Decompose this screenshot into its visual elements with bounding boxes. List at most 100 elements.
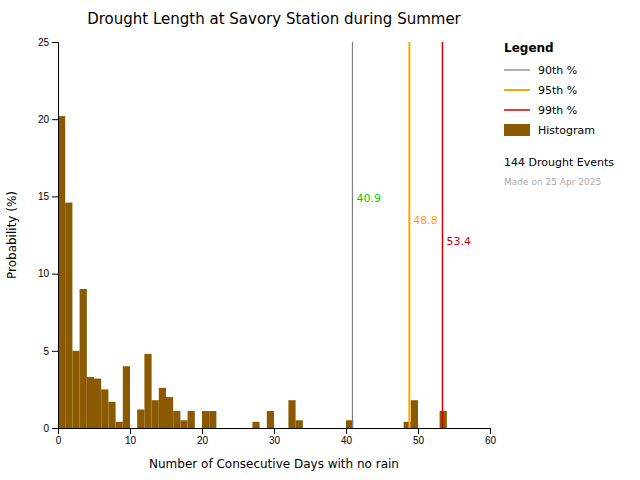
bar [454,428,461,429]
bar [252,422,259,428]
bar [360,428,367,429]
tick-label: 0 [43,423,49,434]
title: Drought Length at Savory Station during … [87,10,461,28]
tick-mark [202,428,203,434]
bar [173,411,180,428]
bar [231,428,238,429]
marks [58,42,447,428]
bar [288,400,295,428]
bar [144,354,151,428]
reference-labels: 40.9 48.8 53.4 [356,192,471,248]
bar [339,428,346,429]
reference-line [408,42,410,428]
bar [274,428,281,429]
bar [65,203,72,428]
tick: 30 [269,428,281,446]
reference-line [352,42,353,428]
bar [159,388,166,428]
legend-label: 95th % [538,84,577,97]
bar [375,428,382,429]
bar [188,411,195,428]
bar [310,428,317,429]
tick-mark [52,196,58,197]
reference-lines [352,42,442,428]
bar [324,428,331,429]
bar [87,377,94,428]
bar [267,411,274,428]
bar [411,400,418,428]
bar [468,428,475,429]
bar [101,389,108,428]
tick-mark [490,428,491,434]
tick: 40 [341,428,353,446]
tick-label: 5 [43,346,49,357]
annotation: 144 Drought Events [504,156,614,169]
tick-label: 10 [125,435,137,446]
bar [317,428,324,429]
legend-swatch [504,89,530,91]
tick-label: 10 [38,268,50,279]
reference-label: 53.4 [446,235,471,248]
tick-label: 50 [413,435,425,446]
bar [166,397,173,428]
legend-swatch [504,124,530,136]
annotation: Made on 25 Apr 2025 [504,177,601,187]
legend-item: 95th % [504,84,577,97]
bar [483,428,490,429]
tick-mark [52,42,58,43]
bar [202,411,209,428]
tick-label: 0 [56,435,62,446]
tick-mark [52,274,58,275]
tick-mark [52,351,58,352]
bar [216,428,223,429]
legend-swatch [504,109,530,111]
bar [123,366,130,428]
tick-label: 30 [269,435,281,446]
legend-label: Histogram [538,124,595,137]
bar [396,428,403,429]
reference-label: 40.9 [356,192,381,205]
bar [303,428,310,429]
bar [368,428,375,429]
legend-item: 99th % [504,104,577,117]
x-axis: 0 10 20 30 40 50 60 [56,428,497,446]
bar [353,428,360,429]
tick-label: 60 [485,435,497,446]
tick-mark [130,428,131,434]
y-axis: 0510152025 [38,37,59,434]
tick-mark [346,428,347,434]
tick: 20 [197,428,209,446]
tick-label: 40 [341,435,353,446]
bar [58,116,65,428]
tick: 15 [38,191,58,202]
bar [476,428,483,429]
tick: 25 [38,37,58,48]
x-axis-title: Number of Consecutive Days with no rain [149,457,399,471]
axis-line [52,43,59,429]
tick-mark [52,428,58,429]
legend: Legend90th %95th %99th %Histogram144 Dro… [504,41,614,187]
bar [94,379,101,428]
tick-label: 20 [197,435,209,446]
bar [425,428,432,429]
bar [130,428,137,429]
bar [432,428,439,429]
bar [260,428,267,429]
legend-label: 99th % [538,104,577,117]
bar [418,428,425,429]
reference-label: 48.8 [413,214,438,227]
bar [72,351,79,428]
bar [238,428,245,429]
legend-swatch [504,69,530,70]
bar [224,428,231,429]
y-axis-title: Probability (%) [5,191,19,279]
bar [137,409,144,428]
tick: 5 [43,346,58,357]
tick: 60 [485,428,497,446]
tick: 10 [125,428,137,446]
tick-mark [52,119,58,120]
bar [296,420,303,428]
tick-mark [274,428,275,434]
legend-item: Histogram [504,124,595,137]
bar [461,428,468,429]
